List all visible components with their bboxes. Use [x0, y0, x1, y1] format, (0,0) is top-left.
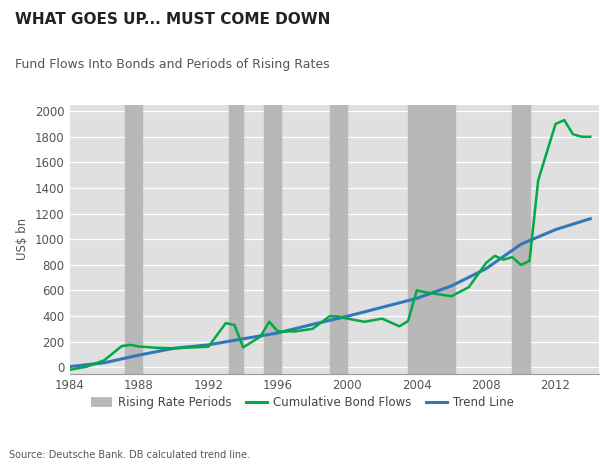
- Legend: Rising Rate Periods, Cumulative Bond Flows, Trend Line: Rising Rate Periods, Cumulative Bond Flo…: [87, 391, 518, 414]
- Y-axis label: US$ bn: US$ bn: [16, 218, 30, 260]
- Text: WHAT GOES UP... MUST COME DOWN: WHAT GOES UP... MUST COME DOWN: [15, 12, 330, 27]
- Bar: [125, 105, 142, 374]
- Bar: [229, 105, 243, 374]
- Bar: [330, 105, 347, 374]
- Text: Source: Deutsche Bank. DB calculated trend line.: Source: Deutsche Bank. DB calculated tre…: [9, 450, 250, 460]
- Bar: [264, 105, 281, 374]
- Bar: [408, 105, 455, 374]
- Bar: [512, 105, 529, 374]
- Text: Fund Flows Into Bonds and Periods of Rising Rates: Fund Flows Into Bonds and Periods of Ris…: [15, 58, 330, 71]
